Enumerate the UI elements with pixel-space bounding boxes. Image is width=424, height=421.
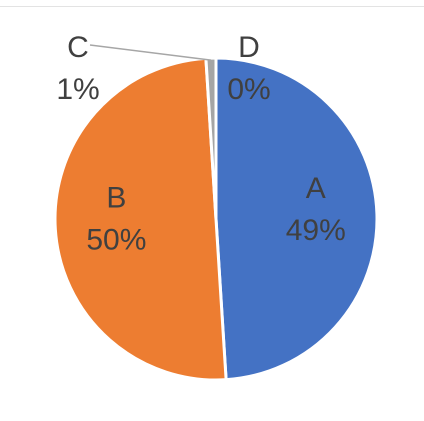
data-label-name-a: A bbox=[306, 172, 326, 205]
leader-line-c bbox=[89, 44, 212, 61]
pie-slice-b bbox=[53, 56, 228, 382]
pie-slice-c bbox=[204, 56, 218, 220]
data-label-name-d: D bbox=[238, 31, 260, 64]
data-label-name-c: C bbox=[67, 31, 89, 64]
pie-slice-a bbox=[214, 56, 379, 382]
data-label-percent-c: 1% bbox=[56, 73, 99, 106]
top-divider bbox=[0, 6, 424, 7]
data-label-name-b: B bbox=[106, 181, 126, 214]
data-label-percent-a: 49% bbox=[286, 214, 346, 247]
data-label-percent-b: 50% bbox=[86, 223, 146, 256]
data-label-percent-d: 0% bbox=[227, 73, 270, 106]
